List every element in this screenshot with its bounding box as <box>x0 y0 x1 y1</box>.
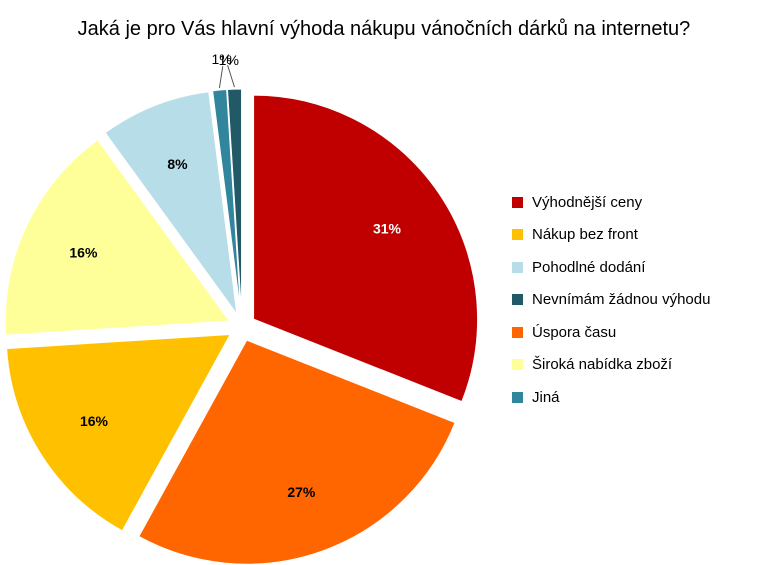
pie-slice <box>104 91 238 315</box>
slice-data-label: 1% <box>219 52 239 68</box>
legend-item: Úspora času <box>512 316 710 349</box>
pie-slice <box>253 94 479 403</box>
legend-label: Nákup bez front <box>532 226 638 244</box>
slice-data-label: 27% <box>287 484 316 500</box>
chart-title: Jaká je pro Vás hlavní výhoda nákupu ván… <box>77 18 691 40</box>
legend-swatch <box>512 326 523 338</box>
legend-item: Jiná <box>512 381 710 414</box>
pie-slice <box>6 333 232 532</box>
chart-legend: Výhodnější ceny Nákup bez front Pohodlné d… <box>512 186 710 414</box>
legend-label: Nevnímám žádnou výhodu <box>532 291 711 309</box>
legend-swatch <box>512 261 523 273</box>
slice-data-label: 16% <box>69 244 98 260</box>
pie-slices <box>4 88 479 565</box>
pie-slice <box>226 88 243 314</box>
legend-item: Pohodlné dodání <box>512 251 710 284</box>
legend-swatch <box>512 391 523 403</box>
pie-slice <box>138 339 456 565</box>
legend-item: Nevnímám žádnou výhodu <box>512 284 710 317</box>
pie-labels: 31% 27% 16% 16% 8% 1%1% <box>69 51 401 500</box>
slice-data-label: 1% <box>211 51 231 67</box>
pie-slice <box>4 139 231 336</box>
label-leader-line <box>227 64 235 88</box>
legend-swatch <box>512 196 523 208</box>
legend-swatch <box>512 294 523 306</box>
legend-label: Výhodnější ceny <box>532 193 643 211</box>
legend-label: Úspora času <box>532 323 617 341</box>
legend-swatch <box>512 359 523 371</box>
slice-data-label: 8% <box>167 156 188 172</box>
slice-data-label: 31% <box>373 220 402 236</box>
legend-label: Pohodlné dodání <box>532 258 646 276</box>
legend-item: Nákup bez front <box>512 219 710 252</box>
label-leader-line <box>218 66 224 89</box>
slice-data-label: 16% <box>80 413 109 429</box>
legend-label: Jiná <box>532 388 560 406</box>
legend-item: Široká nabídka zboží <box>512 349 710 382</box>
pie-slice <box>212 88 242 314</box>
legend-label: Široká nabídka zboží <box>532 356 673 374</box>
legend-swatch <box>512 229 523 241</box>
legend-item: Výhodnější ceny <box>512 186 710 219</box>
